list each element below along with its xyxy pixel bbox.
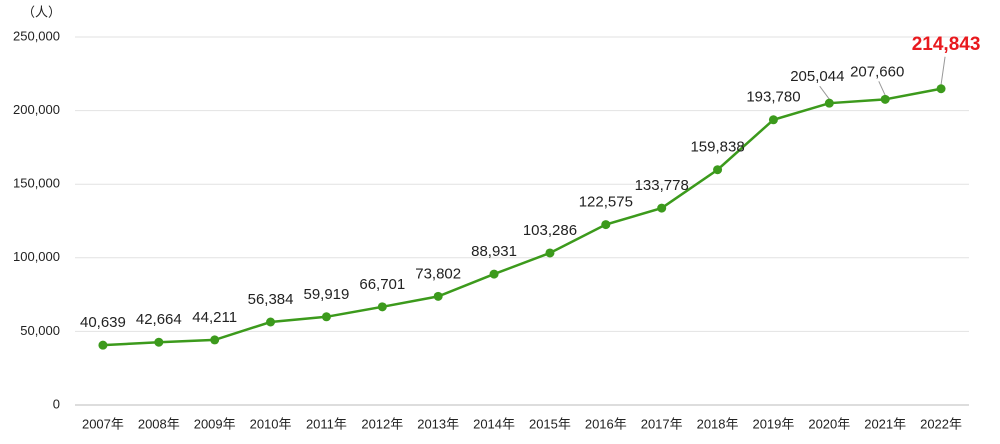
x-tick-label: 2020年 [808, 416, 850, 431]
leader-line [878, 81, 886, 96]
point [824, 98, 834, 108]
point [768, 115, 778, 125]
point [321, 312, 331, 322]
x-tick-label: 2015年 [529, 416, 571, 431]
leader-line [819, 85, 830, 100]
y-unit: （人） [22, 4, 61, 19]
x-tick-label: 2014年 [473, 416, 515, 431]
point [601, 220, 611, 230]
x-tick-label: 2022年 [920, 416, 962, 431]
point [154, 337, 164, 347]
value-label: 214,843 [912, 34, 981, 55]
point [545, 248, 555, 258]
y-tick-label: 250,000 [13, 28, 60, 43]
line [102, 87, 942, 347]
x-tick-label: 2008年 [138, 416, 180, 431]
value-label: 193,780 [746, 89, 800, 106]
value-label: 88,931 [471, 243, 517, 260]
y-tick-label: 200,000 [13, 102, 60, 117]
value-label: 122,575 [579, 194, 633, 211]
value-label: 73,802 [415, 265, 461, 282]
value-label: 207,660 [850, 63, 904, 80]
x-tick-label: 2009年 [194, 416, 236, 431]
x-tick-label: 2012年 [361, 416, 403, 431]
x-tick-label: 2016年 [585, 416, 627, 431]
y-tick-label: 0 [53, 396, 60, 411]
value-label: 59,919 [303, 286, 349, 303]
point [98, 340, 108, 350]
point [210, 335, 220, 345]
point [266, 317, 276, 327]
value-label: 103,286 [523, 222, 577, 239]
y-tick-label: 50,000 [20, 323, 60, 338]
x-tick-label: 2010年 [250, 416, 292, 431]
value-label: 66,701 [359, 276, 405, 293]
x-tick-label: 2021年 [864, 416, 906, 431]
x-tick-label: 2017年 [641, 416, 683, 431]
x-tick-label: 2018年 [697, 416, 739, 431]
value-label: 56,384 [248, 291, 294, 308]
value-label: 205,044 [790, 68, 844, 85]
x-tick-label: 2011年 [306, 416, 347, 431]
value-label: 40,639 [80, 314, 126, 331]
point [657, 203, 667, 213]
point [880, 94, 890, 104]
y-tick-label: 100,000 [13, 249, 60, 264]
x-tick-label: 2019年 [752, 416, 794, 431]
point [433, 291, 443, 301]
value-label: 42,664 [136, 311, 182, 328]
point [713, 165, 723, 175]
point [936, 84, 946, 94]
y-tick-label: 150,000 [13, 176, 60, 191]
value-label: 159,838 [690, 139, 744, 156]
x-tick-label: 2007年 [82, 416, 124, 431]
point [489, 269, 499, 279]
value-label: 44,211 [192, 309, 237, 326]
x-tick-label: 2013年 [417, 416, 459, 431]
value-label: 133,778 [635, 177, 689, 194]
point [377, 302, 387, 312]
leader-line [940, 56, 946, 85]
